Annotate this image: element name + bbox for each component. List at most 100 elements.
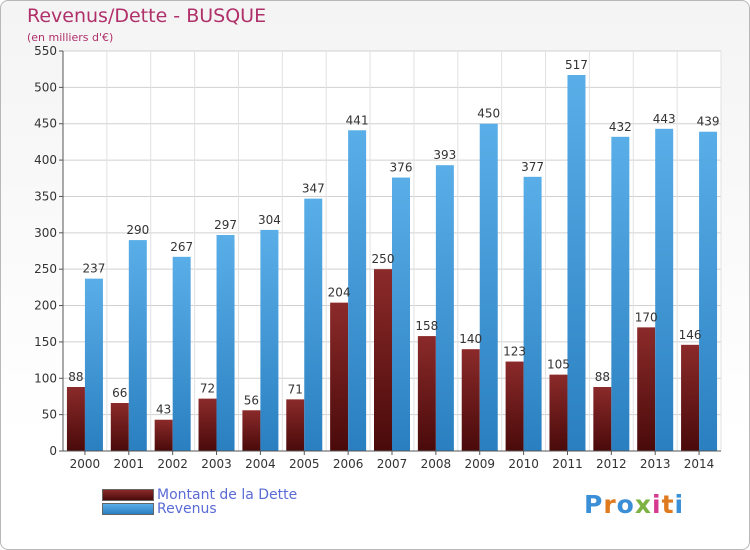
axis-layer: 0 50 100 150 200 250 300 350 400 450 500 550 2000 200… — [34, 44, 721, 471]
bar-debt — [637, 327, 656, 451]
data-label-debt: 56 — [244, 393, 259, 407]
proxiti-logo: Proxiti — [584, 490, 684, 519]
data-label-debt: 170 — [635, 310, 658, 324]
data-label-debt: 43 — [156, 403, 171, 417]
data-label-debt: 88 — [595, 370, 610, 384]
data-label-revenue: 377 — [521, 160, 544, 174]
bar-debt — [198, 398, 217, 451]
legend-label-revenue: Revenus — [157, 501, 217, 517]
chart-title: Revenus/Dette - BUSQUE — [27, 5, 267, 27]
x-tick-label: 2007 — [377, 457, 408, 471]
bar-debt — [681, 344, 700, 451]
x-tick-label: 2004 — [245, 457, 276, 471]
bar-revenue — [523, 176, 542, 451]
logo-letter: t — [661, 490, 675, 519]
bar-debt — [505, 361, 524, 451]
x-tick-label: 2005 — [289, 457, 320, 471]
x-tick-label: 2001 — [114, 457, 145, 471]
bar-debt — [242, 410, 261, 451]
bar-revenue — [392, 177, 410, 451]
logo-letter: r — [603, 490, 617, 519]
x-tick-label: 2000 — [70, 457, 101, 471]
x-tick-label: 2009 — [464, 457, 495, 471]
chart-subtitle: (en milliers d'€) — [27, 31, 114, 44]
bar-debt — [593, 387, 612, 451]
legend-swatch-debt — [102, 489, 154, 501]
bar-revenue — [260, 229, 279, 451]
y-tick-label: 100 — [34, 371, 57, 385]
y-tick-label: 50 — [42, 408, 57, 422]
logo-letter: o — [616, 490, 635, 519]
legend-swatch-revenue — [102, 503, 154, 515]
bar-debt — [374, 269, 392, 451]
data-label-revenue: 443 — [653, 112, 676, 126]
data-label-revenue: 297 — [214, 218, 237, 232]
data-label-debt: 123 — [503, 345, 526, 359]
logo-letter: i — [652, 490, 662, 519]
logo-letter: P — [584, 490, 604, 519]
y-tick-label: 450 — [34, 117, 57, 131]
bar-revenue — [479, 123, 498, 452]
data-label-revenue: 290 — [126, 223, 149, 237]
data-label-revenue: 237 — [82, 262, 105, 276]
bar-debt — [110, 403, 129, 451]
bar-debt — [549, 374, 568, 451]
data-label-revenue: 393 — [433, 148, 456, 162]
data-label-revenue: 517 — [565, 58, 588, 72]
y-tick-label: 300 — [34, 226, 57, 240]
bar-revenue — [567, 75, 586, 451]
y-tick-label: 550 — [34, 44, 57, 58]
x-tick-label: 2006 — [333, 457, 364, 471]
x-tick-label: 2013 — [640, 457, 671, 471]
y-tick-label: 200 — [34, 299, 57, 313]
x-tick-label: 2002 — [157, 457, 188, 471]
data-label-revenue: 267 — [170, 240, 193, 254]
bar-revenue — [348, 130, 367, 452]
data-label-revenue: 432 — [609, 120, 632, 134]
data-label-debt: 250 — [372, 252, 395, 266]
data-label-revenue: 441 — [346, 113, 369, 127]
y-tick-label: 500 — [34, 80, 57, 94]
data-label-revenue: 439 — [697, 115, 720, 129]
bar-debt — [417, 336, 436, 451]
bar-debt — [461, 349, 480, 451]
data-label-debt: 72 — [200, 382, 215, 396]
bar-revenue — [611, 136, 630, 451]
data-label-debt: 158 — [415, 319, 438, 333]
logo-letter: x — [634, 490, 652, 519]
bar-revenue — [172, 256, 191, 451]
x-tick-label: 2014 — [684, 457, 715, 471]
data-label-revenue: 450 — [477, 107, 500, 121]
y-tick-label: 400 — [34, 153, 57, 167]
data-label-debt: 146 — [679, 328, 702, 342]
x-tick-label: 2008 — [421, 457, 452, 471]
y-tick-label: 0 — [49, 444, 57, 458]
bar-debt — [330, 302, 349, 451]
x-tick-label: 2011 — [552, 457, 583, 471]
data-label-revenue: 347 — [302, 182, 325, 196]
bar-revenue — [304, 198, 323, 451]
legend-label-debt: Montant de la Dette — [157, 487, 298, 503]
data-label-revenue: 376 — [390, 161, 413, 175]
data-label-revenue: 304 — [258, 213, 281, 227]
logo-letter: i — [674, 490, 685, 519]
bar-revenue — [699, 131, 718, 451]
bar-revenue — [216, 235, 235, 451]
y-tick-label: 150 — [34, 335, 57, 349]
data-label-debt: 66 — [112, 386, 127, 400]
data-label-debt: 88 — [68, 370, 83, 384]
bar-debt — [154, 419, 173, 451]
bar-debt — [66, 387, 85, 451]
y-tick-label: 350 — [34, 189, 57, 203]
bar-layer — [66, 75, 718, 452]
data-label-debt: 140 — [459, 332, 482, 346]
bar-revenue — [84, 278, 103, 451]
x-tick-label: 2010 — [508, 457, 539, 471]
bar-revenue — [435, 165, 454, 451]
x-tick-label: 2012 — [596, 457, 627, 471]
bar-revenue — [655, 128, 674, 451]
x-tick-label: 2003 — [201, 457, 232, 471]
data-label-debt: 105 — [547, 358, 570, 372]
